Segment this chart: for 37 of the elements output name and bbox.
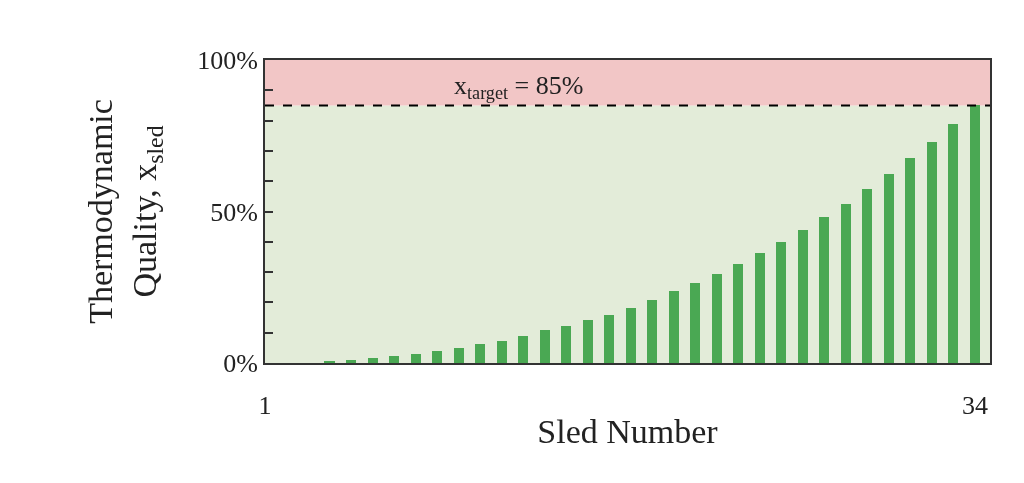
bar	[862, 189, 872, 363]
bar	[411, 354, 421, 363]
bar	[540, 330, 550, 363]
bar	[884, 174, 894, 363]
bar	[368, 358, 378, 363]
bar	[669, 291, 679, 363]
bar	[733, 264, 743, 363]
bar	[454, 348, 464, 363]
bar	[776, 242, 786, 363]
y-tick-label: 100%	[197, 46, 258, 76]
bar	[970, 105, 980, 363]
bar	[927, 142, 937, 363]
bar	[647, 300, 657, 363]
bar	[604, 315, 614, 363]
bar	[432, 351, 442, 363]
bar	[561, 326, 571, 363]
bar	[346, 360, 356, 363]
bar	[905, 158, 915, 363]
bar	[841, 204, 851, 363]
bar	[475, 344, 485, 363]
bar	[497, 341, 507, 363]
y-tick-label: 50%	[210, 197, 258, 227]
bar	[583, 320, 593, 363]
ref-line-label: x$_{target}$ = 85%	[454, 71, 584, 104]
x-tick-label: 1	[258, 391, 272, 421]
bar	[712, 274, 722, 363]
x-tick-label: 34	[961, 391, 988, 421]
bar	[518, 336, 528, 363]
bar	[798, 230, 808, 363]
bar	[690, 283, 700, 363]
x-axis-title: Sled Number	[537, 413, 719, 450]
bar	[626, 308, 636, 363]
y-tick-label: 0%	[223, 349, 258, 379]
bar	[948, 124, 958, 363]
bar	[389, 356, 399, 363]
bar	[755, 253, 765, 363]
bar	[819, 217, 829, 363]
